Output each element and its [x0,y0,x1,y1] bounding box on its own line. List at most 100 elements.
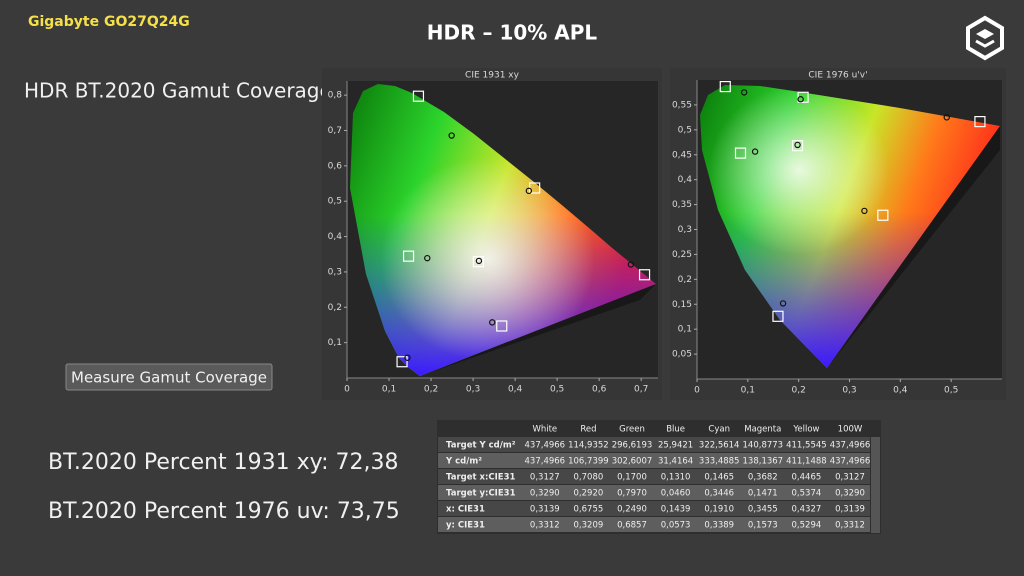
table-cell: 0,0460 [661,489,691,499]
x-tick-label: 0,3 [842,386,856,396]
measured-point [740,89,748,96]
table-cell: 0,2920 [574,489,604,499]
table-cell: 0,6755 [574,505,604,515]
y-tick-label: 0,55 [672,100,692,110]
x-tick-label: 0,5 [944,386,958,396]
table-cell: 0,3139 [530,505,560,515]
y-tick-label: 0,35 [672,200,692,210]
column-header: Magenta [744,425,781,435]
x-tick-label: 0,1 [741,386,755,396]
table-cell: 31,4164 [658,457,693,467]
logo [966,15,1004,61]
column-header: White [532,425,557,435]
chart-title: CIE 1931 xy [465,71,520,81]
column-header: Yellow [792,425,819,435]
table-cell: 0,3290 [835,489,865,499]
y-tick-label: 0,4 [328,232,343,242]
table-cell: 0,3209 [574,521,604,531]
table-row [438,485,870,500]
table-header [438,421,870,437]
table-row [438,517,870,532]
measured-point [797,96,804,103]
table-cell: 0,7080 [574,473,604,483]
table-cell: 0,3290 [530,489,560,499]
table-cell: 0,3682 [748,473,778,483]
x-tick-label: 0 [344,385,350,395]
x-tick-label: 0,4 [508,385,523,395]
table-cell: 411,1488 [786,457,827,467]
table-cell: 411,5545 [786,441,827,451]
table-cell: 437,4966 [830,457,871,467]
y-tick-label: 0,4 [678,175,693,185]
y-tick-label: 0,5 [678,125,692,135]
table-cell: 0,1465 [704,473,734,483]
measured-point [424,254,431,262]
table-cell: 0,3312 [835,521,865,531]
button-label[interactable]: Measure Gamut Coverage [71,369,267,387]
table-cell: 0,1700 [617,473,647,483]
target-point [772,310,784,322]
table-cell: 0,2490 [617,505,647,515]
table-cell: 0,1439 [661,505,691,515]
measured-point [861,207,868,215]
table-cell: 0,5294 [792,521,822,531]
y-tick-label: 0,3 [678,225,692,235]
brand: Gigabyte GO27Q24G [28,14,190,30]
x-tick-label: 0,1 [382,385,396,395]
table-cell: 0,1310 [661,473,691,483]
table-cell: 114,9352 [568,441,609,451]
table-cell: 0,3139 [835,505,865,515]
target-point [496,320,508,332]
table-cell: 0,4465 [792,473,822,483]
y-tick-label: 0,2 [678,275,692,285]
column-header: Cyan [708,425,730,435]
row-label: Y cd/m² [445,457,482,467]
row-label: Target Y cd/m² [446,441,516,451]
table-cell: 0,6857 [617,521,647,531]
y-tick-label: 0,2 [328,303,342,313]
table-row [438,501,870,516]
measured-point [751,148,759,155]
target-point [791,140,804,152]
table-cell: 138,1367 [743,457,784,467]
table-cell: 0,5374 [792,489,822,499]
target-point [734,147,747,159]
table-cell: 0,3455 [748,505,778,515]
x-tick-label: 0,4 [893,386,908,396]
measured-point [779,300,787,307]
table-cell: 0,7970 [617,489,647,499]
x-tick-label: 0,7 [634,385,648,395]
y-tick-label: 0,3 [328,267,342,277]
table-cell: 0,1910 [704,505,734,515]
measure-button[interactable]: Measure Gamut Coverage [65,363,273,391]
target-point [412,90,425,102]
table-cell: 106,7399 [568,457,609,467]
table-cell: 437,4966 [830,441,871,451]
x-tick-label: 0,5 [550,385,564,395]
y-tick-label: 0,1 [678,325,692,335]
page-title: HDR – 10% APL [427,21,598,45]
table-cell: 302,6007 [612,457,653,467]
table-cell: 0,3312 [530,521,560,531]
target-point [797,91,809,103]
table-cell: 0,1573 [748,521,778,531]
row-label: Target x:CIE31 [446,473,516,483]
x-tick-label: 0,6 [592,385,607,395]
result-text: BT.2020 Percent 1931 xy: 72,38 [48,450,398,475]
measured-point [448,132,455,139]
table-cell: 0,3389 [704,521,734,531]
target-point [396,356,408,368]
measured-point [943,114,950,121]
scrollbar[interactable] [871,437,880,533]
y-tick-label: 0,05 [672,350,692,360]
target-point [719,80,731,93]
y-tick-label: 0,8 [328,91,343,101]
spectral-locus [700,85,1000,368]
panel-title: HDR BT.2020 Gamut Coverage [24,79,332,103]
y-tick-label: 0,1 [328,338,342,348]
row-label: x: CIE31 [446,505,485,515]
x-tick-label: 0,2 [792,386,806,396]
table-cell: 322,5614 [699,441,740,451]
chart-title: CIE 1976 u'v' [808,71,867,81]
